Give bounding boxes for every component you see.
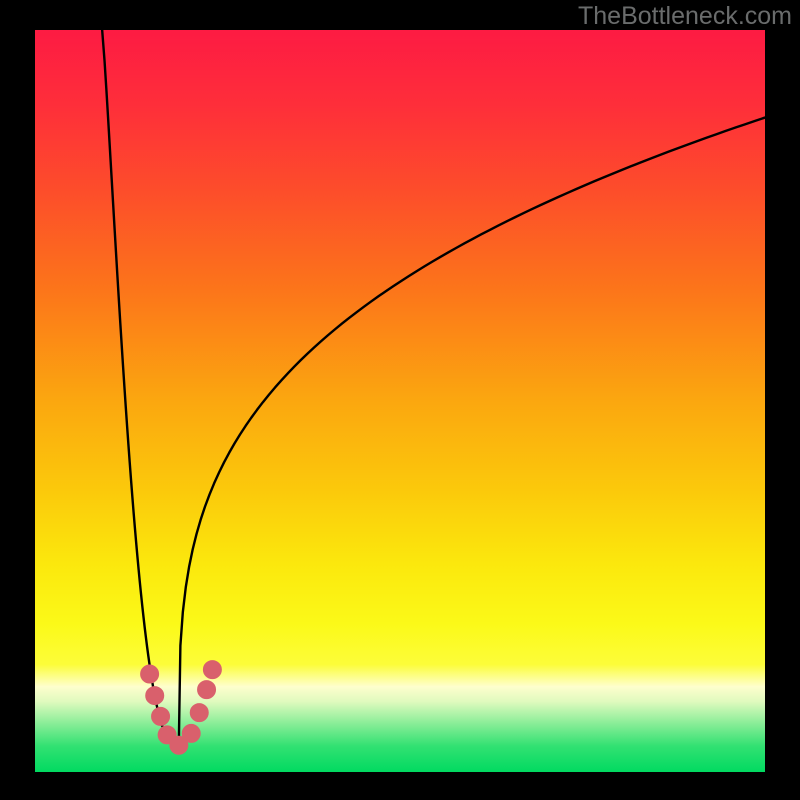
marker-dot [146,687,164,705]
curve-layer [35,30,765,772]
marker-dot [141,665,159,683]
marker-dot [182,724,200,742]
marker-dot [198,681,216,699]
marker-dot [152,707,170,725]
marker-dot [190,704,208,722]
marker-dot [203,661,221,679]
plot-area [35,30,765,772]
outer-frame: TheBottleneck.com [0,0,800,800]
bottleneck-curve [102,30,765,745]
watermark-text: TheBottleneck.com [578,2,792,31]
